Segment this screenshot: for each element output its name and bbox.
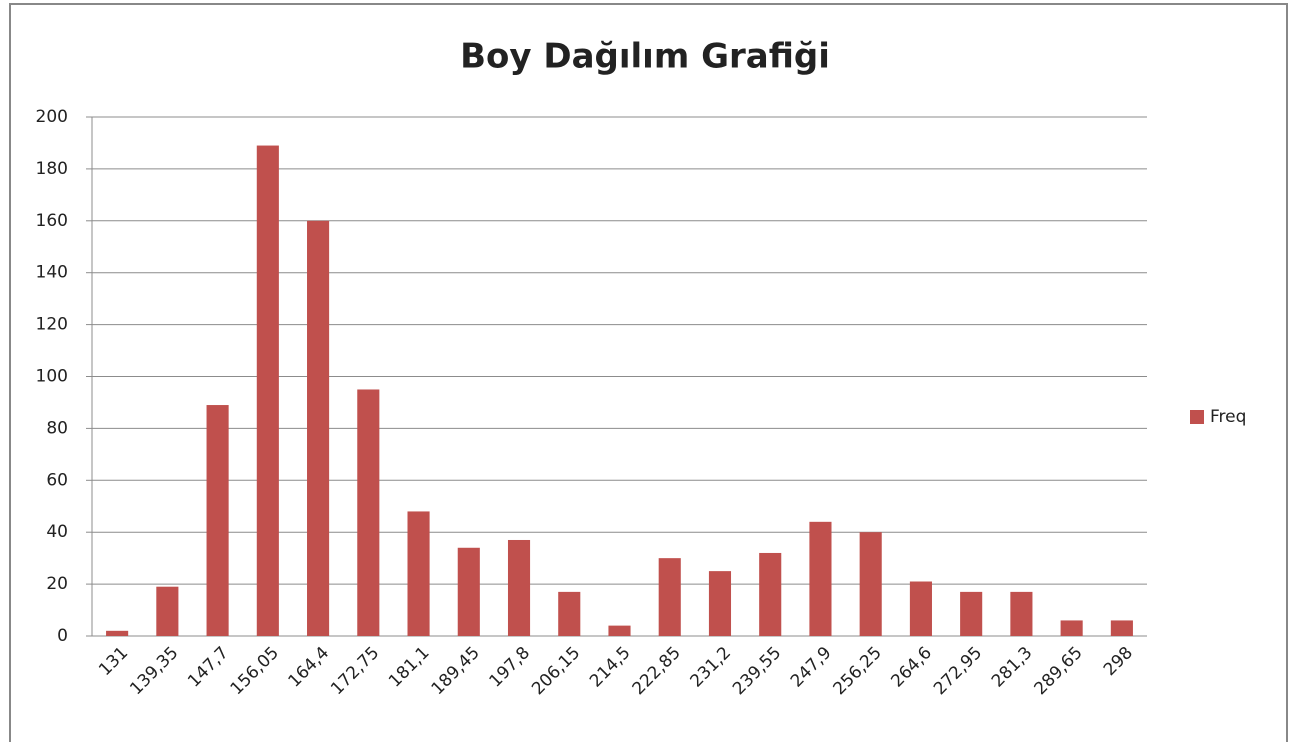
bar [307,220,330,637]
y-tick-label: 0 [57,626,68,646]
bar [206,405,229,636]
chart-title: Boy Dağılım Grafiği [460,37,830,77]
bar [407,511,430,636]
bar [708,571,732,636]
y-tick-label: 20 [46,574,68,594]
y-tick-label: 200 [36,107,68,127]
bar [759,552,782,636]
y-tick-label: 40 [46,522,68,542]
y-tick-label: 100 [36,367,68,387]
bar [558,591,581,636]
bar [960,591,983,636]
legend-label: Freq [1210,407,1246,427]
bar [1010,591,1033,636]
bar [156,586,179,636]
bar [1060,620,1083,636]
legend-swatch [1190,410,1204,424]
bar [809,521,832,636]
chart-frame [9,3,1288,742]
y-tick-label: 80 [46,418,68,438]
bar [658,558,681,636]
y-tick-label: 180 [36,159,68,179]
bar [457,547,480,636]
bar [608,625,631,636]
y-tick-label: 120 [36,315,68,335]
bar [1110,620,1133,636]
bar [859,532,882,636]
bar [507,539,531,636]
bar [909,581,932,636]
bar [357,389,380,636]
bar [256,145,279,637]
y-tick-label: 60 [46,470,68,490]
bar [106,630,129,636]
y-tick-label: 160 [36,211,68,231]
y-tick-label: 140 [36,263,68,283]
